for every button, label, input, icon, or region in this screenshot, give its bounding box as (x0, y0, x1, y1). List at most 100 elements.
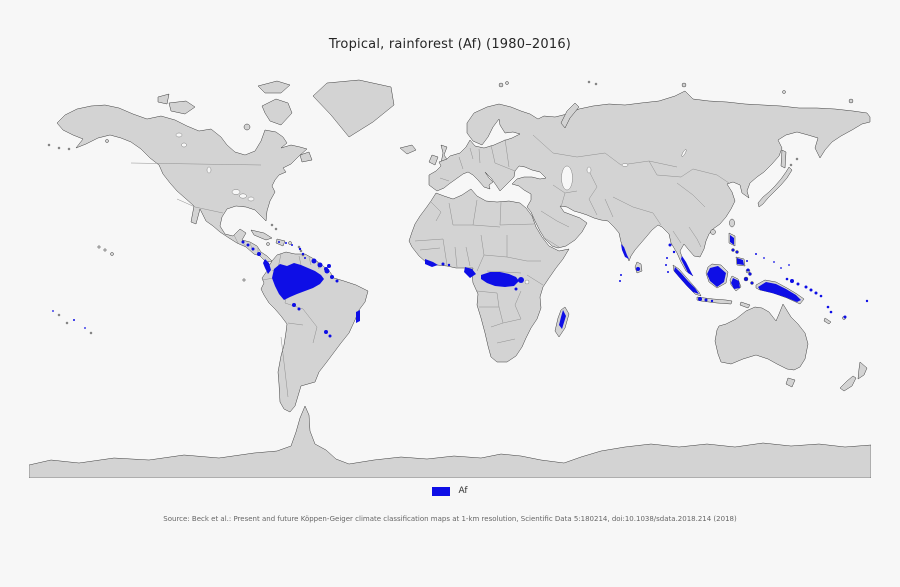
af-micronesia-4 (780, 267, 782, 269)
land-iceland (399, 144, 417, 155)
land-newfoundland (299, 151, 313, 163)
lake-erie-ontario (247, 196, 255, 202)
af-polynesia-1 (73, 319, 75, 321)
af-amazon-east-3 (335, 279, 339, 283)
af-antilles-1 (298, 247, 302, 251)
world-map (29, 79, 871, 478)
af-west-java-2 (704, 298, 708, 302)
af-costa-rica (251, 247, 255, 251)
af-caribbean-3 (291, 244, 293, 246)
legend-swatch-af-rect (432, 486, 451, 496)
af-antilles-2 (301, 252, 305, 256)
af-bismarck-2 (796, 282, 800, 286)
af-solomon-1 (804, 285, 808, 289)
af-congo-basin (481, 272, 519, 287)
af-maldives-2 (619, 280, 621, 282)
af-brazil-atlantic-coast (356, 310, 360, 323)
land-new-caledonia (823, 317, 832, 325)
page-title: Tropical, rainforest (Af) (1980–2016) (328, 37, 572, 52)
af-sumatra (674, 267, 699, 294)
af-halmahera (746, 268, 750, 272)
af-vanuatu-1 (826, 305, 830, 309)
af-amazon-east-2 (330, 275, 334, 279)
lake-great-bear (175, 132, 183, 138)
land-timor (739, 301, 751, 309)
af-myanmar-coast-2 (672, 250, 676, 254)
land-hispaniola (275, 238, 286, 247)
land-wrangel (848, 98, 854, 104)
land-southampton (243, 123, 251, 131)
land-antilles-1 (297, 245, 301, 249)
af-mindanao (737, 258, 744, 265)
af-south-brazil-2 (328, 334, 332, 338)
af-maldives-1 (620, 274, 622, 276)
af-honduras-coast (241, 240, 245, 244)
af-fiji (843, 315, 847, 319)
land-svalbard-2 (505, 81, 509, 85)
af-micronesia-3 (773, 261, 775, 263)
land-antilles-2 (299, 249, 303, 253)
af-andaman-1 (666, 257, 668, 259)
land-bahamas-2 (274, 227, 278, 231)
land-baffin-island (261, 98, 293, 126)
af-nicaragua-coast (246, 243, 250, 247)
land-franz-josef (587, 80, 591, 84)
land-severnaya (681, 82, 687, 88)
land-banks-island (157, 93, 170, 105)
af-ghana-coast-2 (447, 263, 451, 267)
land-kuril-1 (789, 163, 793, 167)
af-samoa (865, 299, 869, 303)
af-visayas-2 (735, 250, 739, 254)
af-bolivia-1 (292, 303, 296, 307)
land-polynesia-1 (57, 313, 61, 317)
af-caribbean-1 (278, 241, 280, 243)
lake-aral (586, 166, 592, 174)
af-malay-peninsula (681, 256, 693, 276)
land-svalbard (498, 82, 504, 88)
af-india-west-coast (621, 244, 629, 259)
af-new-guinea (758, 282, 801, 302)
land-aleutian-3 (67, 147, 71, 151)
af-south-brazil-1 (324, 330, 328, 334)
af-moluccas-2 (748, 272, 752, 276)
land-cuba (250, 229, 273, 241)
af-andaman-2 (665, 264, 667, 266)
lake-michigan-huron (239, 193, 247, 199)
land-bahamas (270, 223, 274, 227)
land-nz-south-island (839, 375, 857, 392)
land-hawaii-2 (103, 248, 107, 252)
land-ellesmere-island (257, 80, 291, 94)
land-hawaii-1 (97, 245, 101, 249)
af-panama (257, 252, 261, 256)
land-sakhalin (780, 149, 787, 169)
lake-baikal (681, 149, 687, 157)
land-puerto-rico (288, 241, 292, 245)
af-colombia-pacific (263, 259, 271, 274)
af-bismarck-3 (785, 277, 789, 281)
af-palau (746, 260, 748, 262)
lakes (175, 132, 687, 285)
af-polynesia-3 (52, 310, 54, 312)
land-hainan (710, 229, 716, 235)
land-antarctica (29, 405, 871, 478)
af-micronesia-1 (755, 253, 757, 255)
af-moluccas-1 (744, 277, 748, 281)
af-solomon-3 (814, 291, 818, 295)
lake-caspian (561, 165, 573, 191)
af-visayas-1 (731, 248, 735, 252)
af-solomon-2 (809, 288, 813, 292)
land-australia (714, 303, 809, 371)
af-niger-delta-cameroon (464, 267, 476, 278)
land-kodiak (105, 139, 109, 143)
land-aleutian-1 (47, 143, 51, 147)
af-antilles-3 (304, 257, 306, 259)
lake-winnipeg (206, 166, 212, 174)
land-java (696, 296, 733, 305)
land-polynesia-3 (89, 331, 93, 335)
af-guiana-coast-2 (317, 262, 323, 268)
source-citation: Source: Beck et al.: Present and future … (163, 515, 737, 523)
af-rwanda (514, 287, 518, 291)
af-madagascar-east-coast (559, 310, 566, 329)
af-vanuatu-2 (829, 310, 833, 314)
